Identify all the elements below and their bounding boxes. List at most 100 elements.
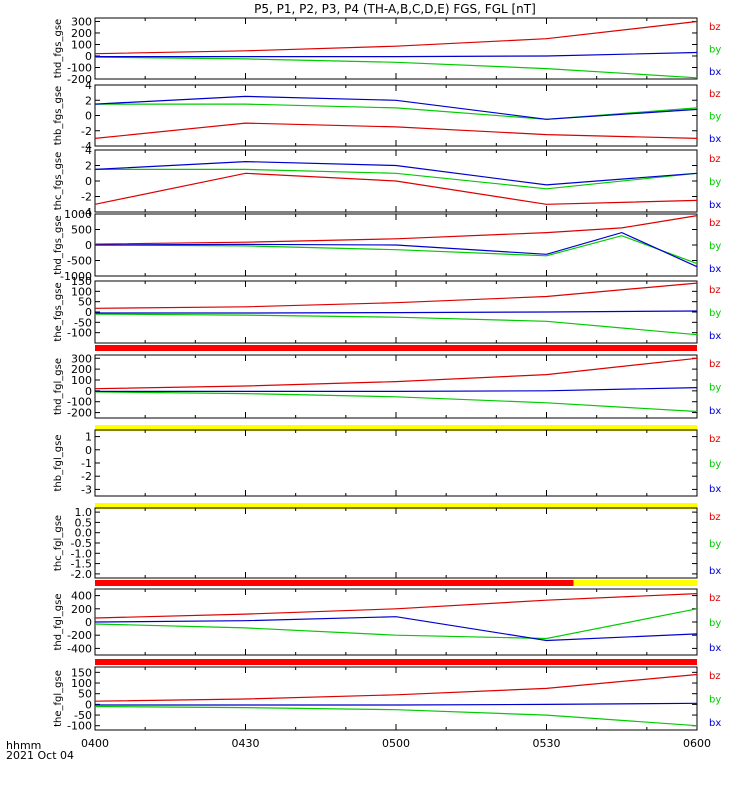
y-axis-label: thc_fgs_gse [53,152,64,211]
series-line-bz [94,172,698,205]
y-axis-label: thd_fgl_gse [53,358,64,415]
x-tick-label: 0530 [533,737,561,750]
series-line-bz [94,20,698,55]
y-tick-label: 1 [85,431,92,444]
legend-entry-by: by [709,383,721,394]
y-tick-label: 1.0 [75,506,93,519]
series-line-bx [95,310,698,314]
panel-thb_fgs_gse: 4 2 0 -2 -4 thb_fgs_gse bz by bx [53,79,721,153]
y-tick-label: -3 [81,483,92,496]
y-tick-label: -0.5 [71,537,92,550]
y-tick-label: 0 [85,698,92,711]
series-line-bx [94,231,698,268]
y-axis-label: thb_fgs_gse [53,86,64,145]
series-line-by [95,168,698,190]
status-bar-yellow [95,503,697,509]
legend-entry-bz: bz [709,285,721,296]
time-axis-format-label: hhmm [6,739,41,752]
legend-entry-bz: bz [709,89,721,100]
y-tick-label: 0 [85,110,92,123]
legend-entry-by: by [709,695,721,706]
y-tick-label: -4 [81,140,92,153]
legend-entry-bz: bz [709,593,721,604]
legend-entry-bx: bx [709,264,721,275]
status-bars [95,345,697,665]
legend-entry-by: by [709,618,721,629]
y-tick-label: 0.5 [75,516,93,529]
y-tick-label: -2 [81,191,92,204]
y-tick-label: -500 [67,255,92,268]
y-tick-label: -200 [67,73,92,86]
y-tick-label: 4 [85,144,92,157]
y-tick-label: 50 [78,688,92,701]
series-line-bz [94,357,698,390]
y-tick-label: 200 [71,363,92,376]
series-line-bz [94,215,698,245]
y-axis-label: thd_fgs_gse [53,215,64,274]
series-line-bx [94,95,698,120]
legend-entry-bx: bx [709,484,721,495]
legend-entry-bz: bz [709,22,721,33]
legend-entry-bz: bz [709,218,721,229]
y-tick-label: 300 [71,352,92,365]
legend-entry-bx: bx [709,134,721,145]
y-axis-label: thb_fgl_gse [53,435,64,492]
legend-entry-by: by [709,241,721,252]
y-tick-label: 150 [71,275,92,288]
y-tick-label: 500 [71,224,92,237]
series-line-bx [94,160,698,186]
y-tick-label: -2.0 [71,568,92,581]
legend-entry-bz: bz [709,671,721,682]
y-axis-label: the_fgl_gse [53,670,64,727]
x-tick-label: 0500 [382,737,410,750]
legend-entry-bz: bz [709,359,721,370]
date-label: 2021 Oct 04 [6,749,74,762]
y-tick-label: -200 [67,407,92,420]
legend-entry-bx: bx [709,200,721,211]
y-tick-label: 0 [85,306,92,319]
series-line-bz [94,122,698,139]
series-line-by [94,235,698,265]
y-tick-label: 200 [71,603,92,616]
y-axis-label: thd_fgs_gse [53,19,64,78]
y-tick-label: -100 [67,327,92,340]
series-line-by [94,705,698,727]
y-tick-label: -1 [81,457,92,470]
y-tick-label: 400 [71,590,92,603]
status-bar-yellow [95,425,697,431]
series-line-bz [94,673,698,702]
y-axis-label: thc_fgl_gse [53,515,64,571]
y-tick-label: 4 [85,79,92,92]
legend-entry-by: by [709,459,721,470]
series-line-bx [95,387,698,392]
y-tick-label: 100 [71,374,92,387]
legend-entry-by: by [709,308,721,319]
series-line-by [94,391,698,413]
y-tick-label: -100 [67,396,92,409]
y-tick-label: -1000 [60,270,92,283]
y-tick-label: -100 [67,61,92,74]
series-line-by [94,313,698,336]
y-tick-label: 50 [78,296,92,309]
legend-entry-bz: bz [709,512,721,523]
y-tick-label: 100 [71,677,92,690]
y-tick-label: 1000 [64,208,92,221]
y-tick-label: 150 [71,666,92,679]
y-tick-label: -50 [74,709,92,722]
panel-thc_fgl_gse: 1.00.50.0-0.5-1.0-1.5-2.0 thc_fgl_gse bz by… [53,506,721,581]
series-line-bz [94,282,698,309]
series-line-bx [94,616,698,642]
legend-entry-bx: bx [709,67,721,78]
legend-entry-bx: bx [709,331,721,342]
y-tick-label: -1.5 [71,558,92,571]
y-tick-label: 200 [71,27,92,40]
legend-entry-bx: bx [709,406,721,417]
x-tick-label: 0600 [683,737,711,750]
status-bar-red [95,580,574,586]
